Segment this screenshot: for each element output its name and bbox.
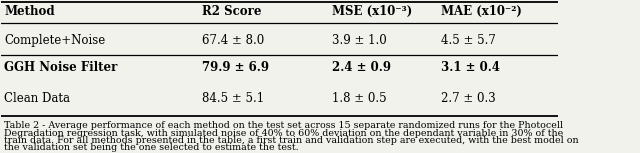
Text: 2.7 ± 0.3: 2.7 ± 0.3 <box>441 92 495 105</box>
Text: MAE (x10⁻²): MAE (x10⁻²) <box>441 5 522 18</box>
Text: Degradation regression task, with simulated noise of 40% to 60% deviation on the: Degradation regression task, with simula… <box>4 129 563 138</box>
Text: 3.1 ± 0.4: 3.1 ± 0.4 <box>441 62 500 75</box>
Text: Complete+Noise: Complete+Noise <box>4 34 106 47</box>
Text: Clean Data: Clean Data <box>4 92 70 105</box>
Text: GGH Noise Filter: GGH Noise Filter <box>4 62 118 75</box>
Text: Table 2 - Average performance of each method on the test set across 15 separate : Table 2 - Average performance of each me… <box>4 121 563 130</box>
Text: train data. For all methods presented in the table, a first train and validation: train data. For all methods presented in… <box>4 136 579 145</box>
Text: R2 Score: R2 Score <box>202 5 261 18</box>
Text: 67.4 ± 8.0: 67.4 ± 8.0 <box>202 34 264 47</box>
Text: the validation set being the one selected to estimate the test.: the validation set being the one selecte… <box>4 143 299 152</box>
Text: 4.5 ± 5.7: 4.5 ± 5.7 <box>441 34 495 47</box>
Text: 79.9 ± 6.9: 79.9 ± 6.9 <box>202 62 269 75</box>
Text: MSE (x10⁻³): MSE (x10⁻³) <box>332 5 413 18</box>
Text: Method: Method <box>4 5 55 18</box>
Text: 1.8 ± 0.5: 1.8 ± 0.5 <box>332 92 387 105</box>
Text: 84.5 ± 5.1: 84.5 ± 5.1 <box>202 92 264 105</box>
Text: 2.4 ± 0.9: 2.4 ± 0.9 <box>332 62 391 75</box>
Text: 3.9 ± 1.0: 3.9 ± 1.0 <box>332 34 387 47</box>
